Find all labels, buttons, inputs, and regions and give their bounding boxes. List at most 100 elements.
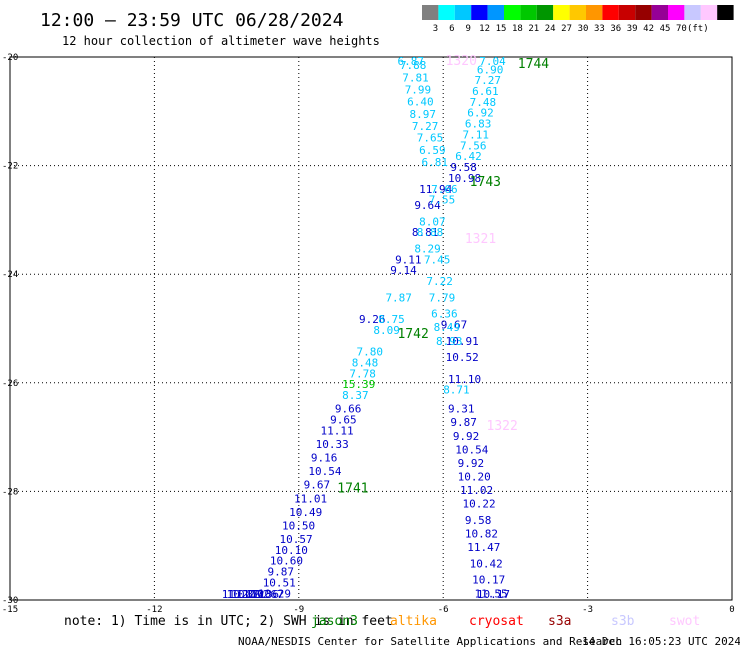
data-points: 6.877.887.817.996.408.977.277.656.596.81… [222, 55, 510, 601]
swh-value: 9.16 [311, 452, 338, 465]
swh-value: 9.87 [268, 566, 295, 579]
swh-value: 9.58 [450, 161, 477, 174]
colorbar-label: 24 [545, 24, 556, 34]
swh-value: 9.31 [448, 403, 475, 416]
colorbar-label: 70 [676, 24, 687, 34]
colorbar-swatch [553, 5, 570, 20]
swh-value: 11.02 [460, 484, 493, 497]
swh-value: 7.88 [400, 59, 427, 72]
swh-value: 10.60 [270, 555, 303, 568]
swh-value: 10.10 [275, 544, 308, 557]
colorbar-swatch [651, 5, 668, 20]
swh-value: 11.94 [419, 183, 452, 196]
swh-value: 7.27 [474, 74, 501, 87]
colorbar-swatch [422, 5, 439, 20]
swh-value: 9.11 [395, 253, 422, 266]
swh-value: 8.49 [434, 321, 461, 334]
x-tick-label: -12 [146, 605, 162, 615]
swh-value: 10.20 [458, 471, 491, 484]
colorbar-label: 12 [479, 24, 490, 34]
satellite-legend-altika: altika [390, 614, 437, 629]
colorbar-swatch [471, 5, 488, 20]
y-tick-label: -28 [2, 487, 18, 497]
colorbar-swatch [717, 5, 734, 20]
colorbar-label: 39 [627, 24, 638, 34]
plot-area: -15 -12 -9 -6 -3 0-20-22-24-26-28-30 6.877.88… [2, 53, 735, 615]
pass-number-label: 1742 [397, 327, 428, 342]
swh-value: 10.54 [455, 443, 488, 456]
pass-labels: 1320 1744 1743 1321 1742 1322 1741 [337, 54, 549, 497]
colorbar-swatch [668, 5, 685, 20]
satellite-legend-jason3: jason3 [311, 614, 358, 629]
swh-value: 7.87 [385, 291, 412, 304]
x-tick-label: -6 [438, 605, 449, 615]
swh-value: 8.29 [414, 242, 441, 255]
swh-value: 9.14 [390, 264, 417, 277]
colorbar-swatch [438, 5, 455, 20]
grid [10, 57, 732, 600]
swh-value: 9.67 [441, 319, 468, 332]
swh-value: 6.87 [397, 55, 424, 68]
colorbar-label: 9 [465, 24, 470, 34]
swh-value: 7.11 [462, 128, 489, 141]
swh-value: 7.66 [431, 183, 458, 196]
swh-value: 8.07 [419, 215, 446, 228]
swh-value: 7.80 [357, 346, 384, 359]
swh-value: 10.91 [446, 335, 479, 348]
swh-value: 10.17 [472, 574, 505, 587]
chart-title: 12:00 – 23:59 UTC 06/28/2024 [40, 10, 343, 31]
swh-value: 7.99 [405, 83, 432, 96]
swh-value: 6.61 [472, 85, 499, 98]
y-tick-label: -20 [2, 53, 18, 63]
swh-value: 7.79 [429, 291, 456, 304]
swh-value: 11.22 [222, 588, 255, 601]
colorbar-swatch [602, 5, 619, 20]
colorbar-label: 3 [433, 24, 438, 34]
swh-value: 10.54 [308, 465, 341, 478]
swh-value: 9.64 [414, 199, 441, 212]
colorbar-swatch [700, 5, 718, 20]
swh-value: 10.49 [289, 506, 322, 519]
colorbar-label: 18 [512, 24, 523, 34]
colorbar-label: 6 [449, 24, 454, 34]
chart-subtitle: 12 hour collection of altimeter wave hei… [62, 34, 380, 48]
swh-value: 9.67 [304, 479, 331, 492]
swh-value: 10.67 [251, 588, 284, 601]
swh-value: 9.92 [458, 457, 485, 470]
swh-value: 7.45 [424, 253, 451, 266]
swh-value: 7.65 [417, 132, 444, 145]
pass-number-label: 1741 [337, 482, 368, 497]
swh-value: 7.56 [460, 139, 487, 152]
colorbar-swatch [618, 5, 636, 20]
swh-value: 6.42 [455, 150, 482, 163]
swh-value: 8.97 [410, 108, 437, 121]
swh-value: 7.27 [412, 120, 439, 133]
swh-value: 6.36 [431, 308, 458, 321]
swh-value: 7.04 [479, 55, 506, 68]
swh-value: 10.33 [316, 438, 349, 451]
colorbar-swatch [487, 5, 504, 20]
swh-value: 11.47 [467, 541, 500, 554]
colorbar-label: 42 [643, 24, 654, 34]
axis-ticks: -15 -12 -9 -6 -3 0-20-22-24-26-28-30 [2, 53, 735, 615]
colorbar-swatch [569, 5, 586, 20]
y-tick-label: -22 [2, 162, 18, 172]
swh-value: 9.58 [465, 514, 492, 527]
swh-value: 7.48 [470, 96, 497, 109]
timestamp-text: 14 Dec 16:05:23 UTC 2024 [582, 635, 740, 648]
footer-note: note: 1) Time is in UTC; 2) SWH is in fe… [64, 614, 393, 629]
swh-value: 11.36 [246, 588, 279, 601]
colorbar-swatch [454, 5, 472, 20]
colorbar-label: (ft) [687, 24, 709, 34]
colorbar-swatch [536, 5, 554, 20]
swh-value: 8.81 [412, 226, 439, 239]
swh-value: 8.88 [417, 226, 444, 239]
swh-value: 7.81 [402, 71, 429, 84]
satellite-legend-cryosat: cryosat [469, 614, 524, 629]
swh-value: 9.65 [330, 414, 357, 427]
credit-text: NOAA/NESDIS Center for Satellite Applica… [238, 635, 622, 648]
swh-value: 8.93 [436, 335, 463, 348]
y-tick-label: -26 [2, 379, 18, 389]
colorbar: 3 6 9 12 15 18 21 24 27 30 33 36 39 42 45 70 (ft) [422, 5, 734, 34]
